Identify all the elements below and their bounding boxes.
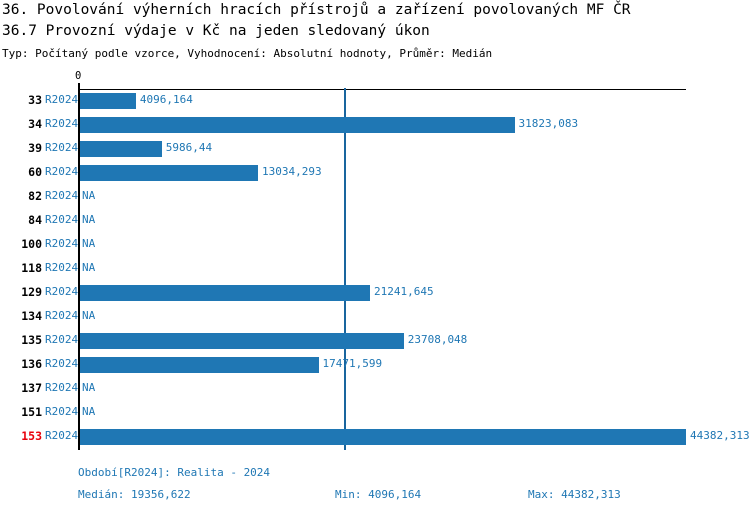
bar-value-label: 4096,164 bbox=[139, 93, 193, 106]
row-category-label: 134 bbox=[21, 309, 42, 323]
stat-min: Min: 4096,164 bbox=[335, 488, 422, 501]
bar[interactable] bbox=[80, 357, 319, 373]
row-category-label: 137 bbox=[21, 381, 42, 395]
row-series-label: R2024 bbox=[45, 357, 79, 370]
bar[interactable] bbox=[80, 117, 515, 133]
row-category-label: 82 bbox=[28, 189, 42, 203]
x-axis-top-rule bbox=[79, 88, 686, 90]
row-category-label: 136 bbox=[21, 357, 42, 371]
stat-max: Max: 44382,313 bbox=[528, 488, 621, 501]
row-series-label: R2024 bbox=[45, 93, 79, 106]
bar-value-label: 13034,293 bbox=[261, 165, 322, 178]
row-series-label: R2024 bbox=[45, 117, 79, 130]
row-na-label: NA bbox=[82, 261, 96, 274]
row-series-label: R2024 bbox=[45, 285, 79, 298]
row-category-label: 33 bbox=[28, 93, 42, 107]
bar-row[interactable]: 60 R2024 13034,293 bbox=[0, 161, 750, 185]
row-series-label: R2024 bbox=[45, 165, 79, 178]
row-series-label: R2024 bbox=[45, 237, 79, 250]
bar-value-label: 31823,083 bbox=[518, 117, 579, 130]
row-na-label: NA bbox=[82, 405, 96, 418]
row-category-label: 135 bbox=[21, 333, 42, 347]
row-series-label: R2024 bbox=[45, 405, 79, 418]
row-category-label: 151 bbox=[21, 405, 42, 419]
bar-row[interactable]: 100 R2024 NA bbox=[0, 233, 750, 257]
row-na-label: NA bbox=[82, 381, 96, 394]
row-series-label: R2024 bbox=[45, 333, 79, 346]
bar-row[interactable]: 135 R2024 23708,048 bbox=[0, 329, 750, 353]
bar[interactable] bbox=[80, 285, 371, 301]
chart-header: 36. Povolování výherních hracích přístro… bbox=[2, 0, 748, 62]
bar-chart: 0 33 R2024 4096,164 34 R2024 31823,083 39 R2024… bbox=[0, 70, 750, 450]
bar-rows-container: 33 R2024 4096,164 34 R2024 31823,083 39 R2024 59… bbox=[0, 89, 750, 449]
bar[interactable] bbox=[80, 165, 258, 181]
bar-row[interactable]: 82 R2024 NA bbox=[0, 185, 750, 209]
row-na-label: NA bbox=[82, 237, 96, 250]
row-series-label: R2024 bbox=[45, 261, 79, 274]
bar-row[interactable]: 151 R2024 NA bbox=[0, 401, 750, 425]
row-series-label: R2024 bbox=[45, 429, 79, 442]
row-series-label: R2024 bbox=[45, 213, 79, 226]
row-category-label: 39 bbox=[28, 141, 42, 155]
bar[interactable] bbox=[80, 93, 136, 109]
bar-value-label: 5986,44 bbox=[165, 141, 213, 154]
bar[interactable] bbox=[80, 141, 162, 157]
x-axis-tick-label-0: 0 bbox=[75, 70, 82, 82]
row-category-label: 100 bbox=[21, 237, 42, 251]
row-category-label: 153 bbox=[21, 429, 42, 443]
bar-value-label: 44382,313 bbox=[690, 429, 750, 442]
bar-row[interactable]: 33 R2024 4096,164 bbox=[0, 89, 750, 113]
bar-row[interactable]: 84 R2024 NA bbox=[0, 209, 750, 233]
row-series-label: R2024 bbox=[45, 309, 79, 322]
page-title: 36. Povolování výherních hracích přístro… bbox=[2, 2, 631, 18]
median-reference-line bbox=[344, 88, 346, 450]
row-series-label: R2024 bbox=[45, 381, 79, 394]
bar-row[interactable]: 134 R2024 NA bbox=[0, 305, 750, 329]
bar-row[interactable]: 118 R2024 NA bbox=[0, 257, 750, 281]
row-category-label: 60 bbox=[28, 165, 42, 179]
bar-value-label: 17471,599 bbox=[322, 357, 383, 370]
row-category-label: 129 bbox=[21, 285, 42, 299]
row-category-label: 118 bbox=[21, 261, 42, 275]
x-axis-tick-mark bbox=[78, 83, 80, 90]
row-category-label: 84 bbox=[28, 213, 42, 227]
bar[interactable] bbox=[80, 333, 404, 349]
row-category-label: 34 bbox=[28, 117, 42, 131]
chart-meta-line: Typ: Počítaný podle vzorce, Vyhodnocení:… bbox=[2, 47, 493, 60]
bar-row[interactable]: 136 R2024 17471,599 bbox=[0, 353, 750, 377]
row-na-label: NA bbox=[82, 189, 96, 202]
stat-median: Medián: 19356,622 bbox=[78, 488, 191, 501]
bar-row[interactable]: 153 R2024 44382,313 bbox=[0, 425, 750, 449]
legend-period: Období[R2024]: Realita - 2024 bbox=[78, 466, 271, 479]
row-series-label: R2024 bbox=[45, 141, 79, 154]
bar-value-label: 21241,645 bbox=[374, 285, 434, 298]
bar-row[interactable]: 129 R2024 21241,645 bbox=[0, 281, 750, 305]
bar-row[interactable]: 34 R2024 31823,083 bbox=[0, 113, 750, 137]
bar-value-label: 23708,048 bbox=[407, 333, 468, 346]
bar[interactable] bbox=[80, 429, 686, 445]
row-series-label: R2024 bbox=[45, 189, 79, 202]
y-axis-baseline bbox=[78, 88, 80, 450]
row-na-label: NA bbox=[82, 213, 96, 226]
page-subtitle-indicator: 36.7 Provozní výdaje v Kč na jeden sledo… bbox=[2, 23, 430, 39]
row-na-label: NA bbox=[82, 309, 96, 322]
bar-row[interactable]: 137 R2024 NA bbox=[0, 377, 750, 401]
bar-row[interactable]: 39 R2024 5986,44 bbox=[0, 137, 750, 161]
